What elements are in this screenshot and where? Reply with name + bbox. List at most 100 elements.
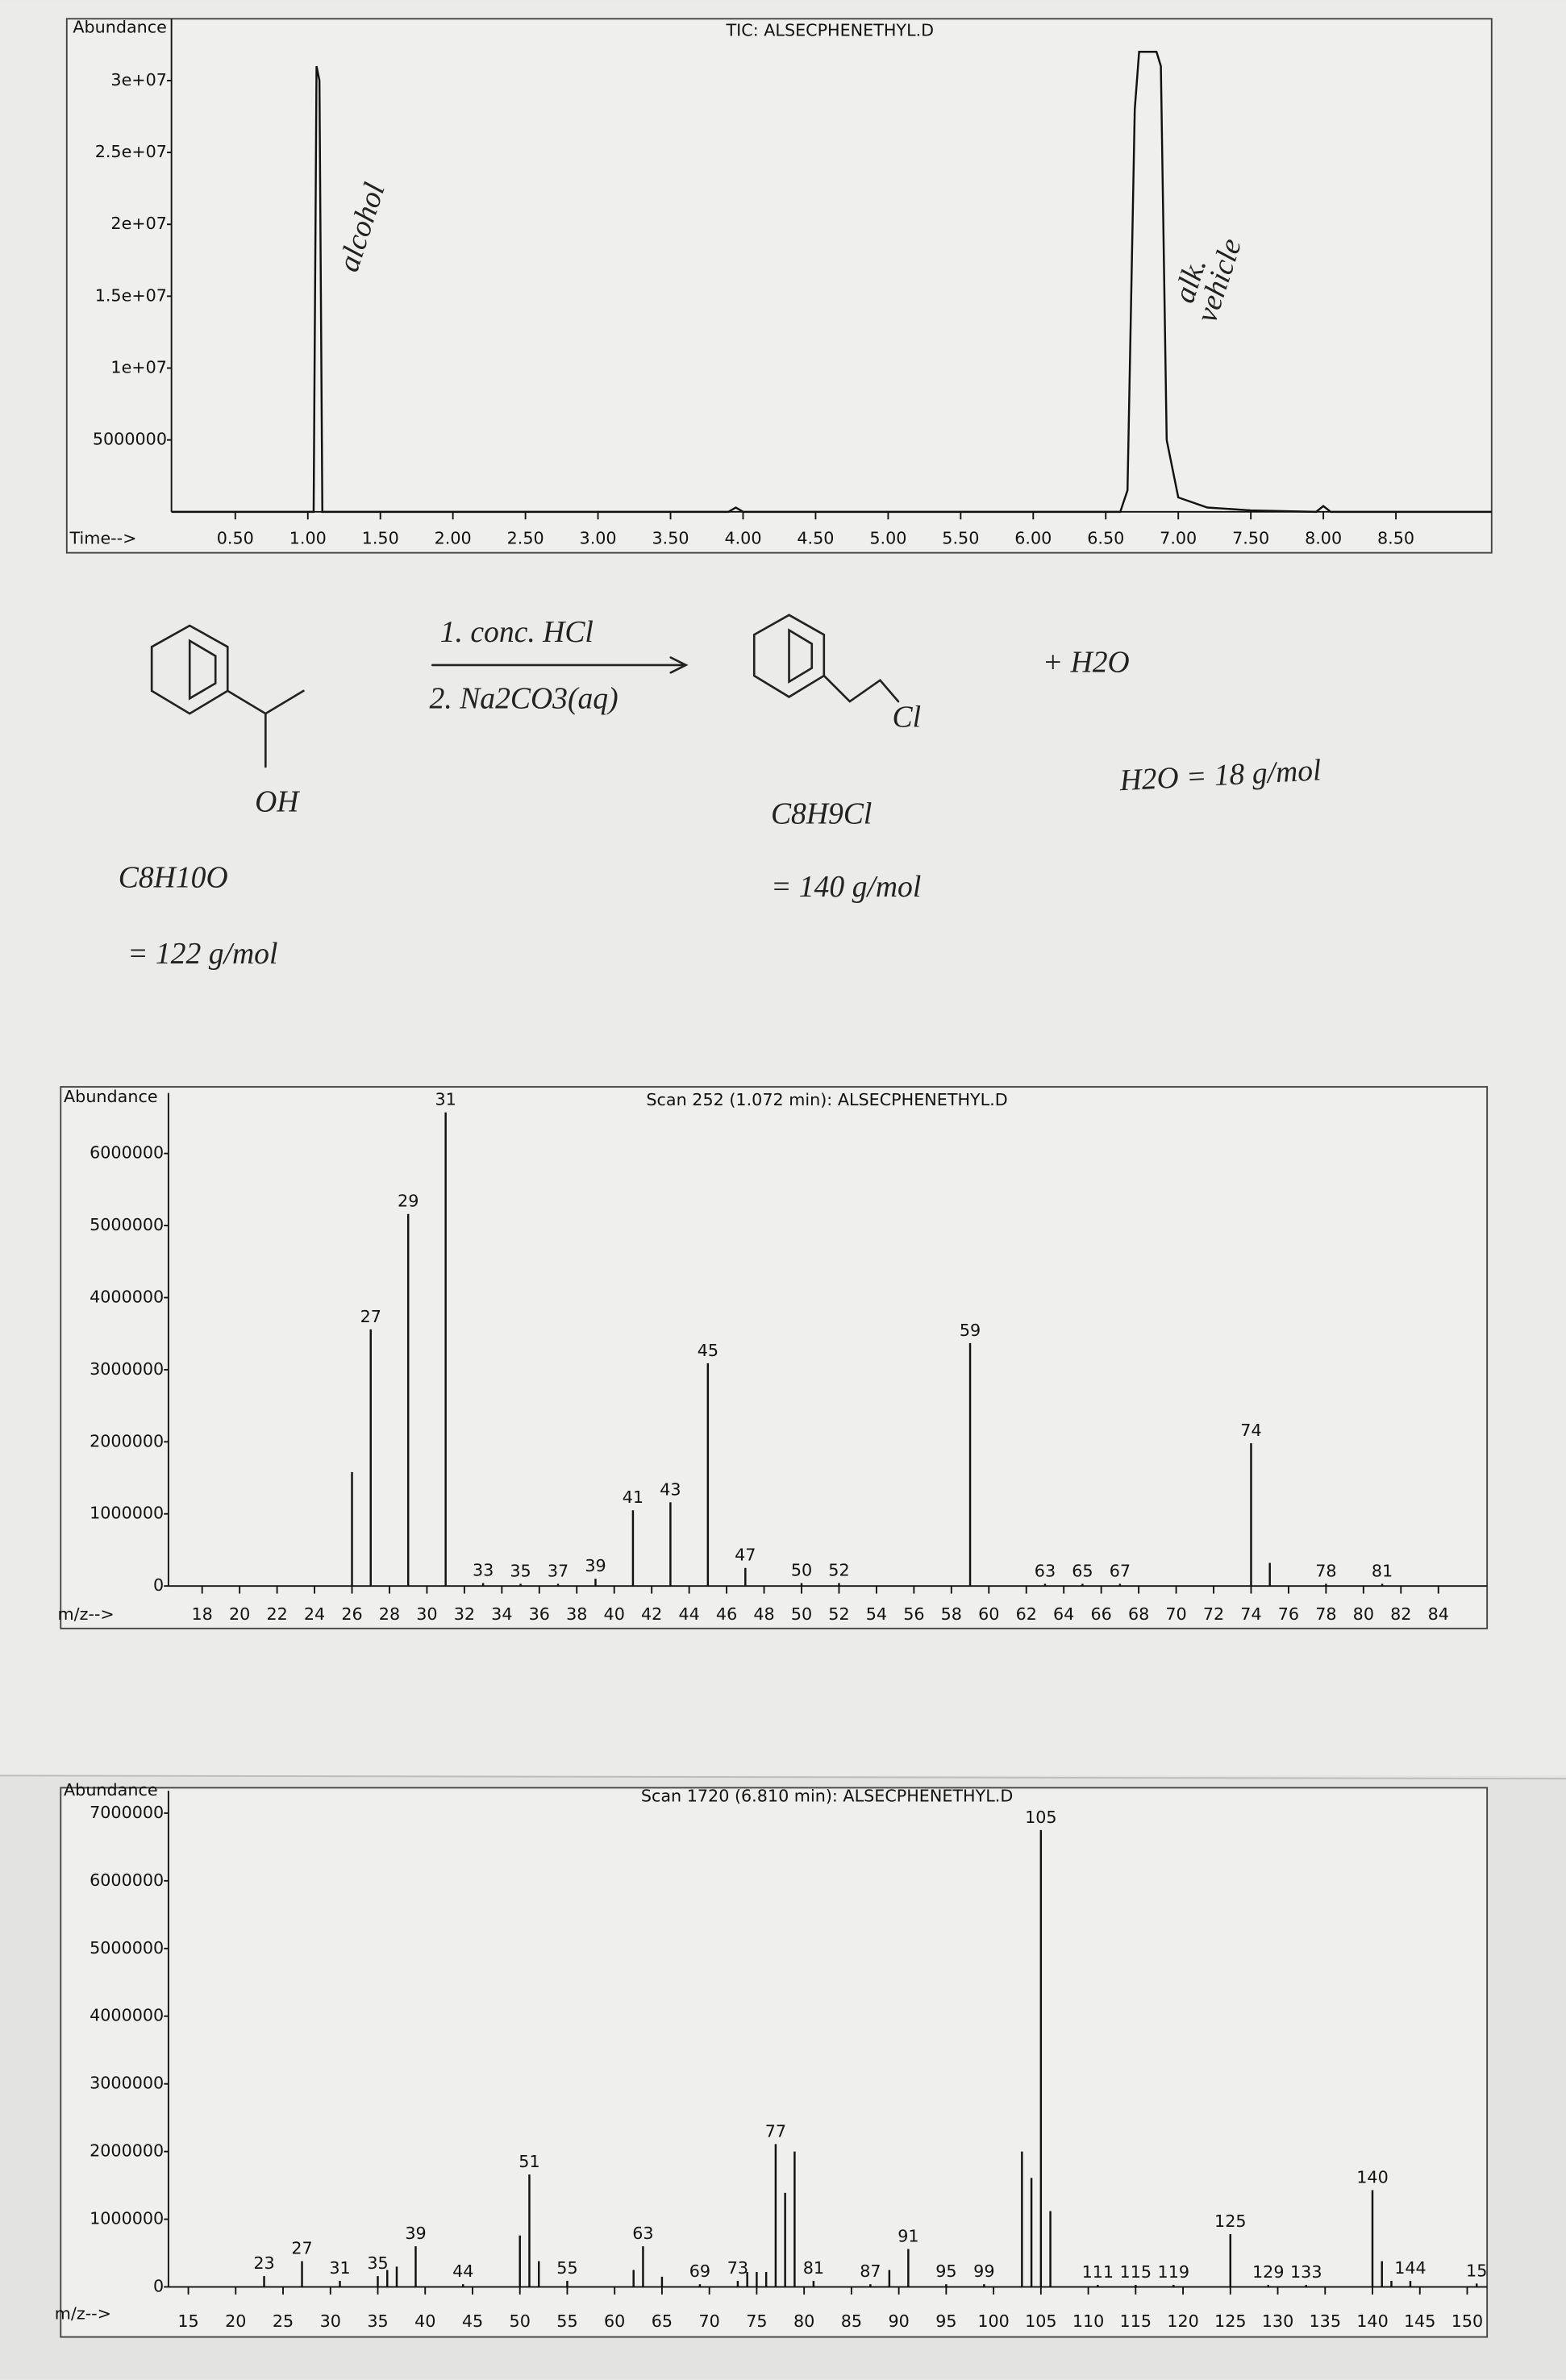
x-tick-label: 125 — [1214, 2311, 1246, 2331]
page-edge — [0, 1775, 1566, 1780]
x-tick-label: 4.50 — [797, 529, 834, 548]
x-tick-label: 7.50 — [1232, 529, 1269, 548]
byproduct: + H2O — [1043, 646, 1130, 680]
x-tick-label: 74 — [1240, 1604, 1261, 1624]
x-tick-label: 60 — [604, 2311, 625, 2331]
peak-label: 43 — [660, 1479, 681, 1499]
peak-label: 39 — [585, 1556, 606, 1575]
x-tick-label: 90 — [888, 2311, 909, 2331]
peak-label: 73 — [727, 2258, 748, 2278]
x-axis-label: m/z--> — [58, 1604, 115, 1624]
arrowhead — [669, 656, 689, 674]
x-tick-label: 32 — [454, 1604, 475, 1624]
ring-bonds — [188, 639, 217, 701]
bond — [823, 674, 900, 703]
chart-title: Scan 252 (1.072 min): ALSECPHENETHYL.D — [646, 1090, 1007, 1109]
peak-label: 67 — [1110, 1561, 1131, 1580]
peak-label: 115 — [1120, 2262, 1152, 2282]
peak-label: 125 — [1214, 2211, 1246, 2231]
peak-label: 27 — [360, 1307, 381, 1326]
x-tick-label: 26 — [341, 1604, 362, 1624]
y-tick-label: 4000000 — [90, 2006, 164, 2025]
peak-label: 15 — [1466, 2261, 1487, 2280]
x-tick-label: 25 — [273, 2311, 294, 2331]
chart-title: Scan 1720 (6.810 min): ALSECPHENETHYL.D — [641, 1787, 1013, 1806]
peak-label: 29 — [398, 1192, 419, 1211]
y-tick-label: 0 — [153, 2277, 164, 2296]
x-tick-label: 28 — [379, 1604, 400, 1624]
y-tick-label: 1.5e+07 — [95, 285, 167, 305]
x-tick-label: 2.00 — [435, 529, 472, 548]
peak-label: 35 — [367, 2253, 388, 2273]
x-tick-label: 0.50 — [217, 529, 254, 548]
x-tick-label: 5.00 — [869, 529, 906, 548]
y-tick-label: 3000000 — [90, 1359, 164, 1379]
x-tick-label: 48 — [753, 1604, 774, 1624]
peak-label: 119 — [1158, 2262, 1190, 2282]
peak-label: 111 — [1082, 2262, 1114, 2282]
x-tick-label: 100 — [977, 2311, 1009, 2331]
x-tick-label: 24 — [304, 1604, 325, 1624]
peak-label: 144 — [1394, 2258, 1426, 2278]
reagent: 2. Na2CO3(aq) — [430, 682, 618, 716]
x-tick-label: 18 — [192, 1604, 213, 1624]
y-tick-label: 2000000 — [90, 2141, 164, 2161]
x-tick-label: 3.50 — [652, 529, 689, 548]
x-tick-label: 50 — [791, 1604, 812, 1624]
x-tick-label: 72 — [1203, 1604, 1224, 1624]
x-tick-label: 55 — [556, 2311, 577, 2331]
chart-frame — [60, 1086, 1489, 1629]
reagent: 1. conc. HCl — [440, 615, 593, 649]
peak-label: 63 — [1035, 1561, 1056, 1580]
x-tick-label: 78 — [1315, 1604, 1336, 1624]
x-tick-label: 76 — [1278, 1604, 1299, 1624]
x-tick-label: 58 — [941, 1604, 962, 1624]
x-tick-label: 70 — [699, 2311, 720, 2331]
peak-label: 27 — [291, 2239, 312, 2258]
product-formula: C8H9Cl — [771, 797, 872, 831]
x-tick-label: 52 — [828, 1604, 849, 1624]
peak-label: 129 — [1252, 2262, 1284, 2282]
y-tick-label: 0 — [153, 1575, 164, 1595]
y-axis-label: Abundance — [64, 1087, 158, 1106]
x-tick-label: 50 — [510, 2311, 531, 2331]
x-tick-label: 64 — [1053, 1604, 1074, 1624]
y-tick-label: 3000000 — [90, 2074, 164, 2093]
x-tick-label: 115 — [1120, 2311, 1152, 2331]
x-tick-label: 68 — [1128, 1604, 1149, 1624]
peak-label: 91 — [898, 2226, 918, 2245]
reaction-scheme: OH 1. conc. HCl 2. Na2CO3(aq) Cl + H2O H… — [119, 614, 1322, 971]
peak-label: 99 — [973, 2261, 994, 2281]
x-tick-label: 130 — [1262, 2311, 1294, 2331]
peak-label: 44 — [452, 2261, 473, 2281]
peak-label: 55 — [556, 2258, 577, 2278]
chart-frame — [65, 18, 1493, 554]
peak-label: 47 — [735, 1546, 756, 1565]
y-tick-label: 3e+07 — [110, 70, 167, 89]
x-tick-label: 46 — [716, 1604, 737, 1624]
x-tick-label: 65 — [652, 2311, 673, 2331]
peak-label: 74 — [1240, 1421, 1261, 1440]
x-tick-label: 30 — [416, 1604, 437, 1624]
x-tick-label: 42 — [641, 1604, 662, 1624]
y-tick-label: 6000000 — [90, 1143, 164, 1163]
peak-label: 45 — [698, 1341, 718, 1360]
x-tick-label: 105 — [1025, 2311, 1057, 2331]
peak-label: 133 — [1290, 2262, 1322, 2282]
x-tick-label: 8.50 — [1377, 529, 1414, 548]
y-tick-label: 2000000 — [90, 1431, 164, 1450]
peak-label: 95 — [935, 2261, 956, 2281]
x-tick-label: 3.00 — [580, 529, 617, 548]
x-tick-label: 6.00 — [1014, 529, 1052, 548]
y-axis-label: Abundance — [73, 18, 167, 37]
x-tick-label: 150 — [1451, 2311, 1484, 2331]
reactant-group: OH — [255, 785, 300, 819]
x-tick-label: 36 — [529, 1604, 550, 1624]
x-tick-label: 40 — [414, 2311, 435, 2331]
x-tick-label: 54 — [866, 1604, 887, 1624]
x-tick-label: 1.50 — [362, 529, 399, 548]
product-mass: = 140 g/mol — [771, 870, 921, 904]
peak-label: 81 — [803, 2258, 824, 2278]
